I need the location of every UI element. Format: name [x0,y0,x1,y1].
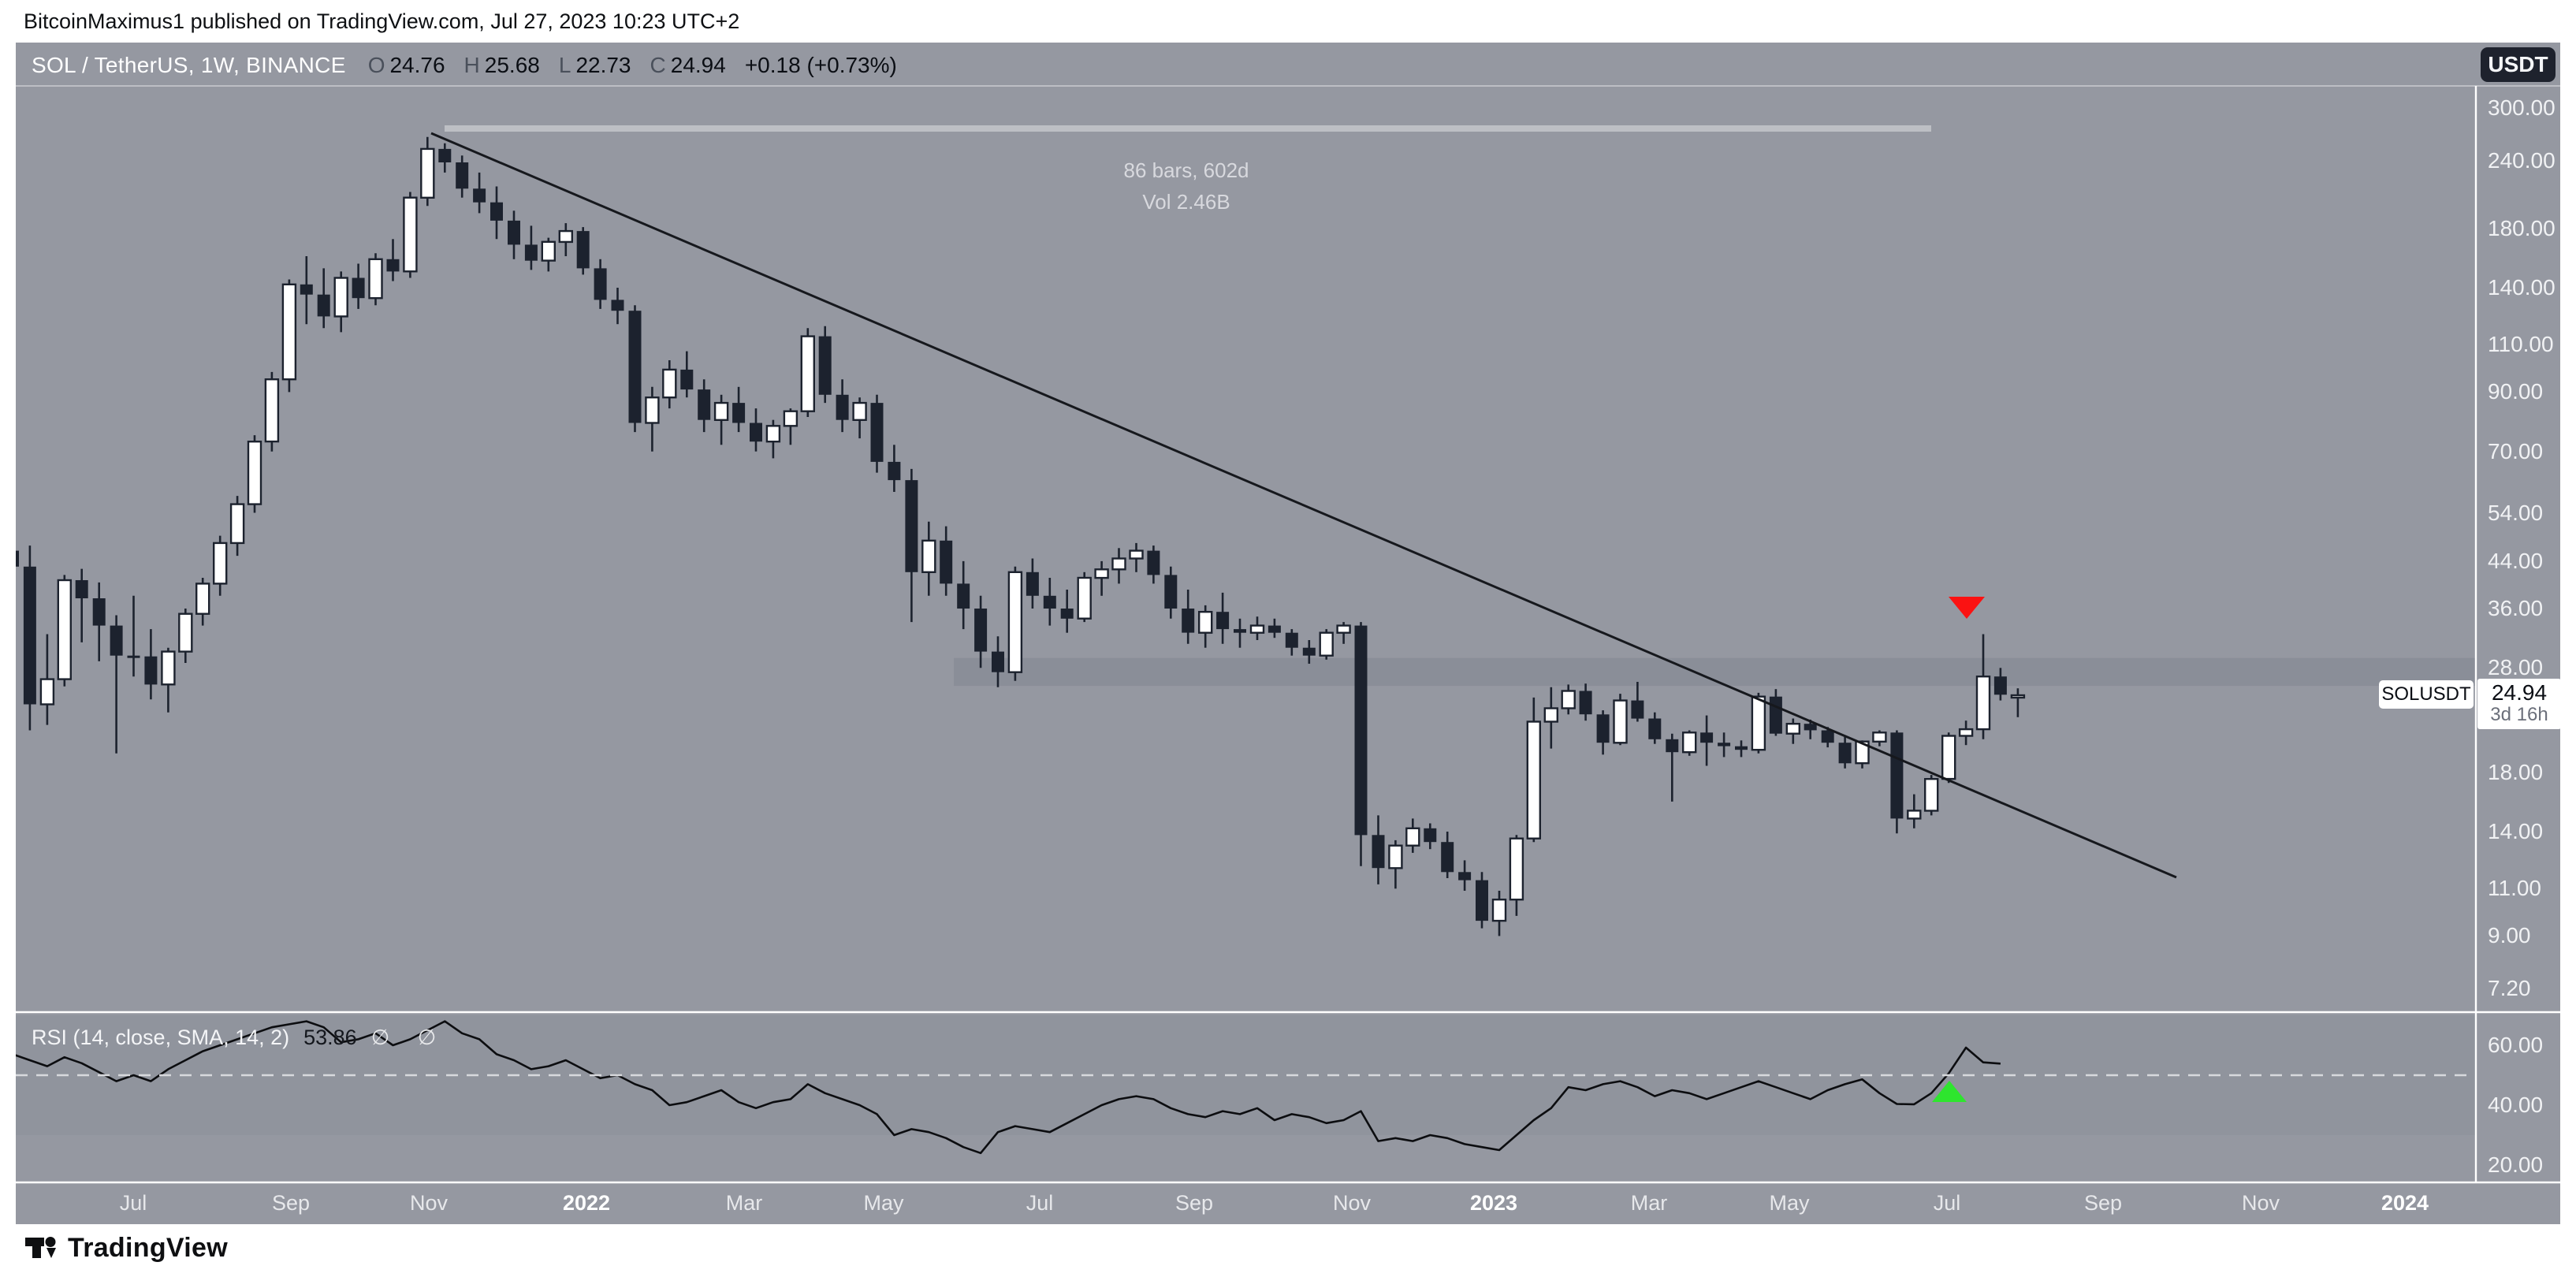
price-tick-11.00: 11.00 [2488,876,2541,901]
symbol-price-tag: SOLUSDT [2379,680,2474,709]
price-tick-140.00: 140.00 [2488,275,2556,300]
rsi-empty-values: ∅ ∅ [370,1026,448,1049]
price-tick-300.00: 300.00 [2488,95,2556,120]
price-tick-28.00: 28.00 [2488,655,2544,680]
time-tick-2023: 2023 [1469,1191,1518,1215]
time-tick-Nov: Nov [1332,1191,1372,1215]
rsi-tick-40.00: 40.00 [2488,1093,2544,1117]
time-tick-Sep: Sep [271,1191,311,1215]
price-tick-110.00: 110.00 [2488,332,2554,357]
ohlc-item-l: L 22.73 [558,53,631,77]
currency-badge[interactable]: USDT [2481,47,2556,82]
time-tick-Nov: Nov [2241,1191,2280,1215]
time-tick-May: May [1769,1191,1810,1215]
price-tick-180.00: 180.00 [2488,215,2556,240]
price-tick-18.00: 18.00 [2488,759,2544,784]
attribution-text: BitcoinMaximus1 published on TradingView… [24,9,740,33]
time-tick-Jul: Jul [1933,1191,1961,1215]
price-tick-7.20: 7.20 [2488,976,2531,1001]
tradingview-logo-text: TradingView [68,1232,228,1263]
price-tick-70.00: 70.00 [2488,438,2544,464]
price-tick-54.00: 54.00 [2488,500,2544,525]
rsi-tick-20.00: 20.00 [2488,1152,2544,1177]
time-tick-May: May [863,1191,904,1215]
tradingview-logo[interactable]: TradingView [24,1230,228,1266]
ohlc-item-h: H 25.68 [463,53,540,77]
time-tick-Mar: Mar [725,1191,763,1215]
time-tick-2022: 2022 [562,1191,611,1215]
rsi-tick-60.00: 60.00 [2488,1033,2544,1057]
time-tick-Jul: Jul [119,1191,147,1215]
time-tick-Sep: Sep [1174,1191,1214,1215]
time-tick-Sep: Sep [2083,1191,2123,1215]
last-price-value: 24.94 [2491,680,2548,705]
ohlc-item-c: C 24.94 [650,53,726,77]
price-tick-44.00: 44.00 [2488,548,2544,573]
symbol-title[interactable]: SOL / TetherUS, 1W, BINANCE [32,53,346,77]
time-tick-2024: 2024 [2381,1191,2429,1215]
range-bars-days: 86 bars, 602d [1123,158,1249,182]
time-tick-Mar: Mar [1630,1191,1668,1215]
rsi-title[interactable]: RSI (14, close, SMA, 14, 2) [32,1026,290,1049]
time-tick-Jul: Jul [1026,1191,1054,1215]
price-tick-90.00: 90.00 [2488,379,2544,404]
price-tick-36.00: 36.00 [2488,596,2544,620]
rsi-value: 53.86 [303,1026,357,1049]
price-tick-240.00: 240.00 [2488,147,2556,173]
time-tick-Nov: Nov [409,1191,449,1215]
tradingview-logo-icon [25,1237,56,1258]
range-measurement-label: 86 bars, 602d Vol 2.46B [989,155,1383,218]
ohlc-item-o: O 24.76 [367,53,445,77]
last-price-label: 24.94 3d 16h [2477,679,2561,729]
price-tick-14.00: 14.00 [2488,819,2544,844]
price-tick-9.00: 9.00 [2488,923,2531,948]
change-value: +0.18 (+0.73%) [744,53,897,77]
bar-countdown: 3d 16h [2490,704,2548,725]
rsi-legend: RSI (14, close, SMA, 14, 2) 53.86 ∅ ∅ [32,1026,447,1050]
ohlc-values: O 24.76 H 25.68 L 22.73 C 24.94 [368,53,745,78]
range-volume: Vol 2.46B [1142,190,1230,214]
chart-legend: SOL / TetherUS, 1W, BINANCE O 24.76 H 25.68… [32,52,897,79]
